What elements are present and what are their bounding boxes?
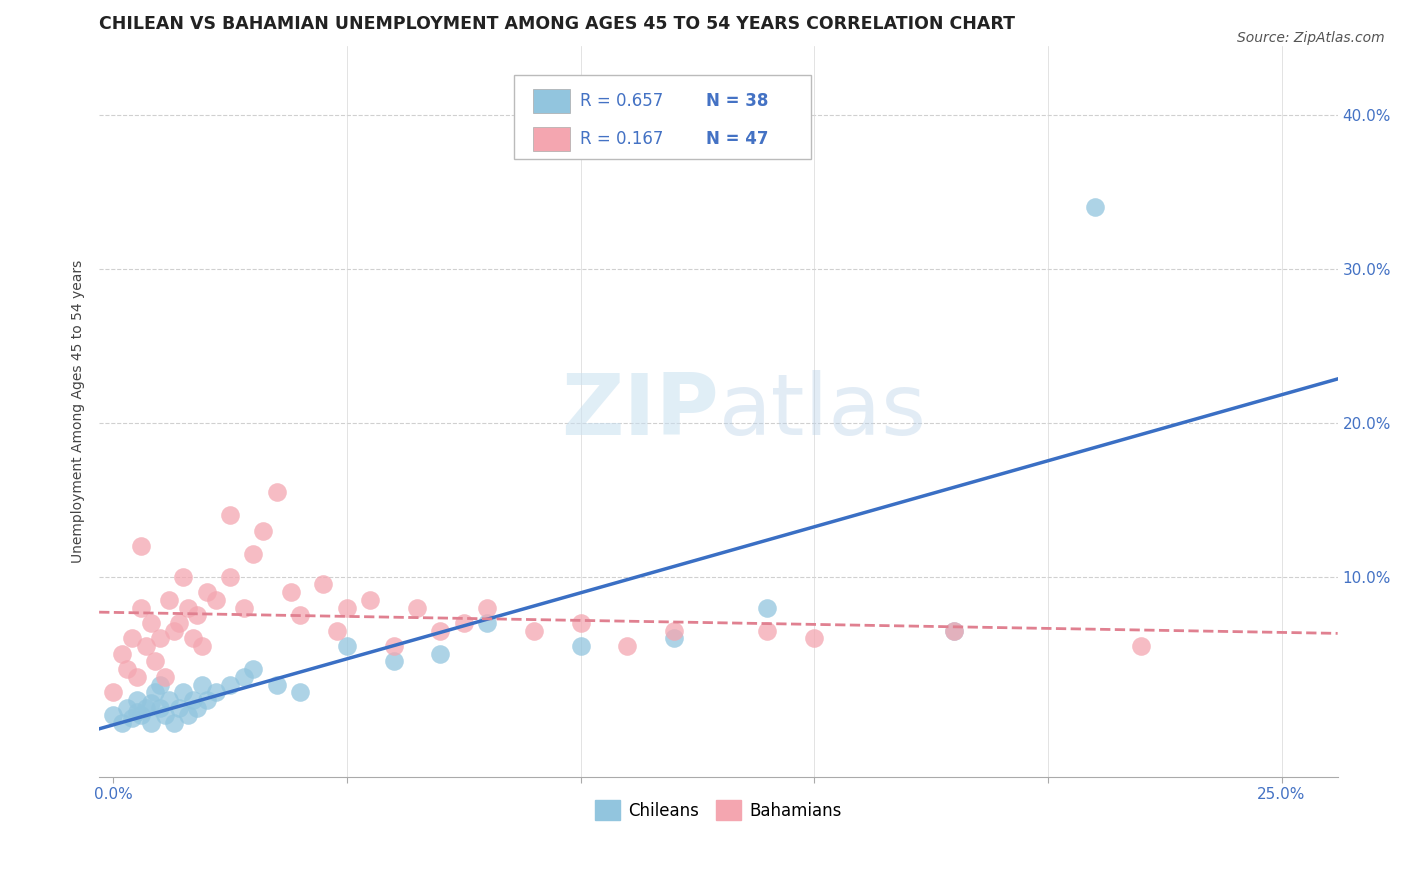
Y-axis label: Unemployment Among Ages 45 to 54 years: Unemployment Among Ages 45 to 54 years	[72, 260, 86, 563]
Point	[406, 600, 429, 615]
Point	[205, 592, 228, 607]
Point	[157, 592, 180, 607]
Text: R = 0.657: R = 0.657	[579, 92, 662, 110]
Point	[429, 647, 451, 661]
Point	[523, 624, 546, 638]
FancyBboxPatch shape	[533, 89, 569, 112]
Point	[569, 615, 592, 630]
Point	[219, 508, 242, 523]
Point	[756, 624, 779, 638]
Point	[167, 700, 190, 714]
Point	[115, 662, 138, 676]
Point	[143, 654, 166, 668]
Point	[1130, 639, 1153, 653]
Point	[233, 600, 256, 615]
Point	[111, 716, 134, 731]
Point	[125, 693, 148, 707]
Point	[336, 600, 359, 615]
Point	[803, 632, 825, 646]
Point	[186, 608, 208, 623]
Point	[266, 485, 288, 500]
Point	[336, 639, 359, 653]
Point	[143, 685, 166, 699]
Point	[181, 693, 204, 707]
Point	[662, 624, 685, 638]
Point	[1084, 200, 1107, 214]
Text: N = 47: N = 47	[706, 130, 769, 148]
Point	[186, 700, 208, 714]
Text: atlas: atlas	[718, 370, 927, 453]
Point	[172, 685, 194, 699]
Point	[172, 570, 194, 584]
Point	[195, 585, 218, 599]
Point	[943, 624, 966, 638]
Point	[135, 639, 157, 653]
Point	[139, 716, 162, 731]
Point	[153, 670, 176, 684]
Text: N = 38: N = 38	[706, 92, 768, 110]
Point	[242, 662, 264, 676]
Point	[181, 632, 204, 646]
Point	[149, 632, 172, 646]
Point	[149, 677, 172, 691]
Point	[312, 577, 335, 591]
Point	[326, 624, 349, 638]
Point	[475, 615, 498, 630]
Point	[191, 639, 214, 653]
Point	[616, 639, 638, 653]
Point	[135, 700, 157, 714]
Point	[149, 700, 172, 714]
Text: ZIP: ZIP	[561, 370, 718, 453]
Point	[139, 696, 162, 710]
Point	[121, 632, 143, 646]
Point	[125, 705, 148, 719]
Point	[167, 615, 190, 630]
FancyBboxPatch shape	[533, 128, 569, 151]
Point	[125, 670, 148, 684]
Point	[756, 600, 779, 615]
Point	[252, 524, 274, 538]
Point	[115, 700, 138, 714]
Point	[157, 693, 180, 707]
Point	[111, 647, 134, 661]
Point	[191, 677, 214, 691]
Text: Source: ZipAtlas.com: Source: ZipAtlas.com	[1237, 31, 1385, 45]
Point	[101, 708, 124, 723]
Point	[195, 693, 218, 707]
FancyBboxPatch shape	[515, 75, 811, 159]
Point	[453, 615, 475, 630]
Point	[280, 585, 302, 599]
Point	[177, 708, 200, 723]
Point	[219, 677, 242, 691]
Point	[101, 685, 124, 699]
Point	[177, 600, 200, 615]
Point	[121, 711, 143, 725]
Point	[266, 677, 288, 691]
Point	[382, 654, 405, 668]
Point	[233, 670, 256, 684]
Point	[139, 615, 162, 630]
Point	[129, 539, 152, 553]
Point	[219, 570, 242, 584]
Text: CHILEAN VS BAHAMIAN UNEMPLOYMENT AMONG AGES 45 TO 54 YEARS CORRELATION CHART: CHILEAN VS BAHAMIAN UNEMPLOYMENT AMONG A…	[100, 15, 1015, 33]
Point	[129, 600, 152, 615]
Legend: Chileans, Bahamians: Chileans, Bahamians	[589, 793, 848, 827]
Point	[163, 716, 186, 731]
Point	[288, 608, 311, 623]
Text: R = 0.167: R = 0.167	[579, 130, 664, 148]
Point	[163, 624, 186, 638]
Point	[359, 592, 381, 607]
Point	[288, 685, 311, 699]
Point	[242, 547, 264, 561]
Point	[205, 685, 228, 699]
Point	[382, 639, 405, 653]
Point	[153, 708, 176, 723]
Point	[475, 600, 498, 615]
Point	[129, 708, 152, 723]
Point	[943, 624, 966, 638]
Point	[429, 624, 451, 638]
Point	[662, 632, 685, 646]
Point	[569, 639, 592, 653]
